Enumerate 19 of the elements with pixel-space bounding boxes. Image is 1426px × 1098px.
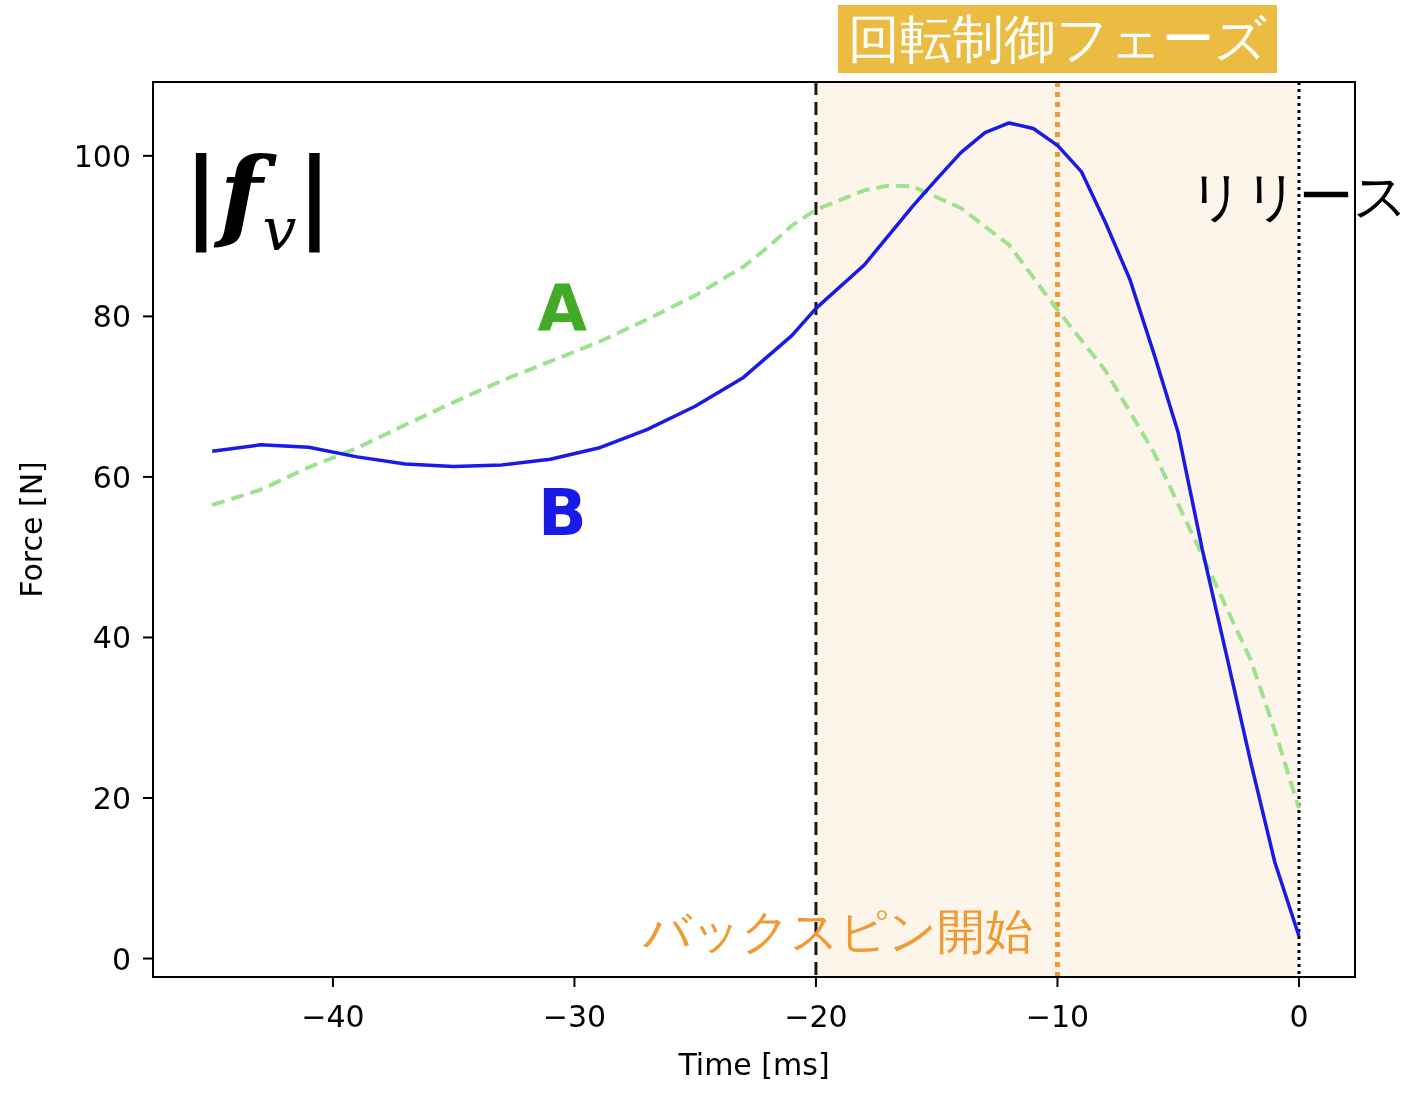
x-tick-label: −30 [542, 999, 607, 1034]
ref-line-label: リリース [1189, 165, 1409, 228]
y-tick-label: 80 [92, 299, 131, 335]
series-label: B [537, 476, 587, 551]
y-tick-label: 0 [111, 941, 131, 977]
series-label: A [537, 272, 588, 347]
x-tick-label: −40 [301, 999, 365, 1034]
x-axis-title: Time [ms] [677, 1047, 830, 1082]
x-tick-label: −10 [1025, 999, 1090, 1034]
annotation: |f$_{v}$| [183, 135, 333, 264]
ref-line-label: バックスピン開始 [642, 903, 1034, 959]
x-tick-label: −20 [784, 999, 848, 1034]
band-label: 回転制御フェーズ [847, 9, 1267, 69]
y-axis-title: Force [N] [14, 461, 49, 598]
y-tick-label: 20 [92, 781, 131, 816]
y-tick-label: 100 [73, 138, 131, 174]
y-tick-label: 60 [92, 459, 131, 495]
x-tick-label: 0 [1289, 999, 1309, 1034]
y-tick-label: 40 [92, 620, 131, 656]
